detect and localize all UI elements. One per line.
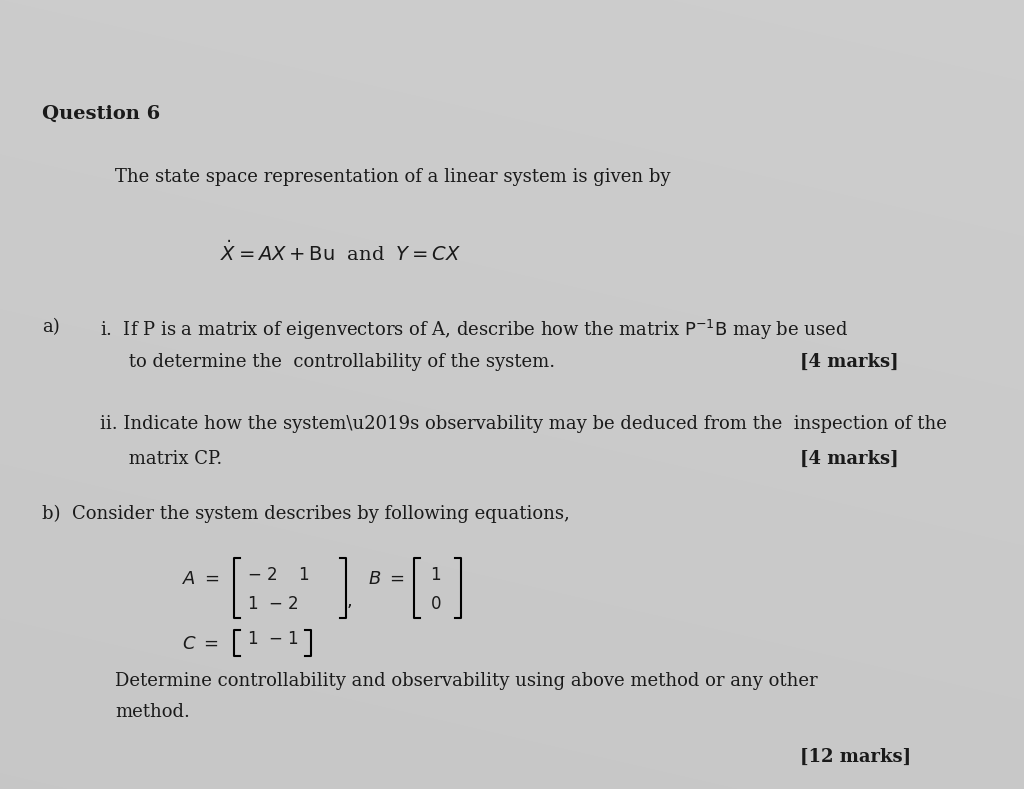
Text: [4 marks]: [4 marks]	[800, 353, 899, 371]
Text: matrix CP.: matrix CP.	[100, 450, 222, 468]
Text: ii. Indicate how the system\u2019s observability may be deduced from the  inspec: ii. Indicate how the system\u2019s obser…	[100, 415, 947, 433]
Text: $-\ 2$: $-\ 2$	[268, 595, 298, 613]
Text: The state space representation of a linear system is given by: The state space representation of a line…	[115, 168, 671, 186]
Text: i.  If P is a matrix of eigenvectors of A, describe how the matrix $\mathrm{P^{-: i. If P is a matrix of eigenvectors of A…	[100, 318, 848, 342]
Text: b)  Consider the system describes by following equations,: b) Consider the system describes by foll…	[42, 505, 569, 523]
Text: $\dot{X} = AX + \mathrm{Bu}$  and  $Y = CX$: $\dot{X} = AX + \mathrm{Bu}$ and $Y = CX…	[220, 240, 461, 264]
Text: Determine controllability and observability using above method or any other: Determine controllability and observabil…	[115, 672, 817, 690]
Text: $1$: $1$	[247, 630, 258, 648]
Text: $-\ 1$: $-\ 1$	[268, 630, 298, 648]
Text: $-\ 2$: $-\ 2$	[247, 566, 278, 584]
Text: $B \ =$: $B \ =$	[368, 570, 404, 588]
Text: $1$: $1$	[298, 566, 309, 584]
Text: [12 marks]: [12 marks]	[800, 748, 911, 766]
Text: $0$: $0$	[430, 595, 441, 613]
Text: to determine the  controllability of the system.: to determine the controllability of the …	[100, 353, 555, 371]
Text: $C \ =$: $C \ =$	[182, 635, 219, 653]
Text: Question 6: Question 6	[42, 105, 160, 123]
Text: $1$: $1$	[247, 595, 258, 613]
Text: $,$: $,$	[346, 592, 352, 610]
Text: a): a)	[42, 318, 59, 336]
Text: $1$: $1$	[430, 566, 441, 584]
Text: [4 marks]: [4 marks]	[800, 450, 899, 468]
Text: $A \ =$: $A \ =$	[182, 570, 220, 588]
Text: method.: method.	[115, 703, 189, 721]
